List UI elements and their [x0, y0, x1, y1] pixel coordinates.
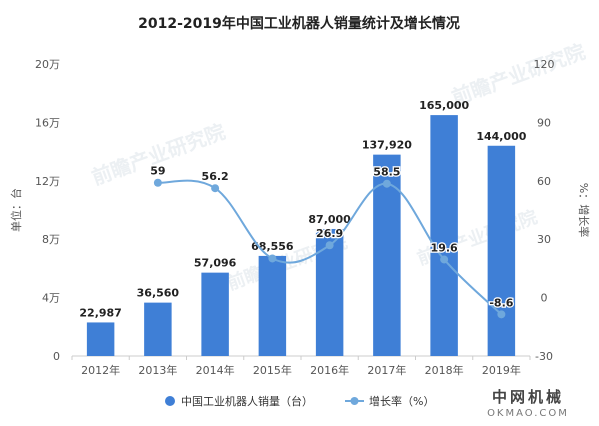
line-point [268, 254, 277, 263]
x-tick-label: 2012年 [81, 363, 120, 377]
line-point [211, 184, 220, 193]
bar [201, 272, 229, 356]
bar-series [86, 115, 516, 356]
x-tick-label: 2016年 [310, 363, 349, 377]
x-axis: 2012年 2013年 2014年 2015年 2016年 2017年 2018年 2019年 [71, 355, 531, 377]
logo: 中网机械 OKMAO.COM [487, 388, 569, 419]
right-tick-label: 120 [534, 58, 555, 71]
line-data-label: -8.6 [489, 296, 513, 309]
x-tick-label: 2019年 [482, 363, 521, 377]
x-tick-label: 2015年 [253, 363, 292, 377]
bar [430, 115, 458, 356]
right-tick-label: 90 [537, 116, 551, 129]
line-point [325, 241, 334, 250]
bar-data-label: 137,920 [362, 139, 412, 152]
bar-data-label: 144,000 [476, 130, 526, 143]
bar [487, 145, 516, 356]
legend-bar-label: 中国工业机器人销量（台） [181, 394, 313, 408]
x-tick-label: 2017年 [367, 363, 406, 377]
bar-data-label: 36,560 [137, 287, 180, 300]
line-data-label: 58.5 [373, 166, 400, 179]
x-tick-label: 2013年 [138, 363, 177, 377]
legend: 中国工业机器人销量（台） 增长率（%） [165, 394, 434, 408]
left-axis-label: 单位：台 [9, 188, 23, 232]
bar [86, 322, 115, 356]
bar-data-label: 87,000 [308, 213, 351, 226]
left-tick-label: 12万 [35, 175, 60, 188]
bar-data-label: 22,987 [79, 306, 121, 319]
bar-data-label: 57,096 [194, 257, 237, 270]
legend-line-label: 增长率（%） [369, 394, 434, 408]
line-data-labels: 59 56.2 26.9 58.5 19.6 -8.6 [149, 163, 515, 310]
right-tick-label: 60 [537, 175, 551, 188]
line-point [382, 179, 391, 188]
line-series [153, 178, 506, 319]
legend-bar-swatch [165, 396, 175, 406]
x-tick-label: 2018年 [425, 363, 464, 377]
chart-title: 2012-2019年中国工业机器人销量统计及增长情况 [138, 15, 460, 32]
left-tick-label: 4万 [42, 292, 60, 305]
logo-text-cn: 中网机械 [492, 388, 564, 406]
bar [258, 255, 287, 356]
line-point [497, 310, 506, 319]
x-tick-label: 2014年 [196, 363, 235, 377]
left-tick-label: 20万 [35, 58, 60, 71]
line-point [153, 178, 162, 187]
left-axis-ticks: 0 4万 8万 12万 16万 20万 [35, 58, 60, 363]
logo-text-en: OKMAO.COM [487, 408, 569, 419]
legend-line-marker [350, 397, 359, 405]
line-point [440, 255, 449, 264]
line-data-label: 19.6 [431, 241, 458, 254]
right-axis-label: %：增长率 [577, 183, 591, 237]
bar-data-label: 165,000 [419, 99, 469, 112]
right-tick-label: 0 [541, 292, 548, 305]
right-tick-label: -30 [535, 350, 553, 363]
right-tick-label: 30 [537, 233, 551, 246]
bar-data-labels: 22,98736,56057,09668,55687,000137,920165… [79, 99, 526, 319]
left-tick-label: 16万 [35, 116, 60, 129]
right-axis-ticks: -30 0 30 60 90 120 [534, 58, 555, 363]
line-data-label: 56.2 [202, 170, 229, 183]
watermark-text: 前瞻产业研究院 [449, 39, 589, 109]
line-data-label: 26.9 [316, 227, 343, 240]
line-data-label: 59 [150, 165, 165, 178]
left-tick-label: 8万 [42, 233, 60, 246]
left-tick-label: 0 [53, 350, 60, 363]
bar [144, 302, 172, 356]
